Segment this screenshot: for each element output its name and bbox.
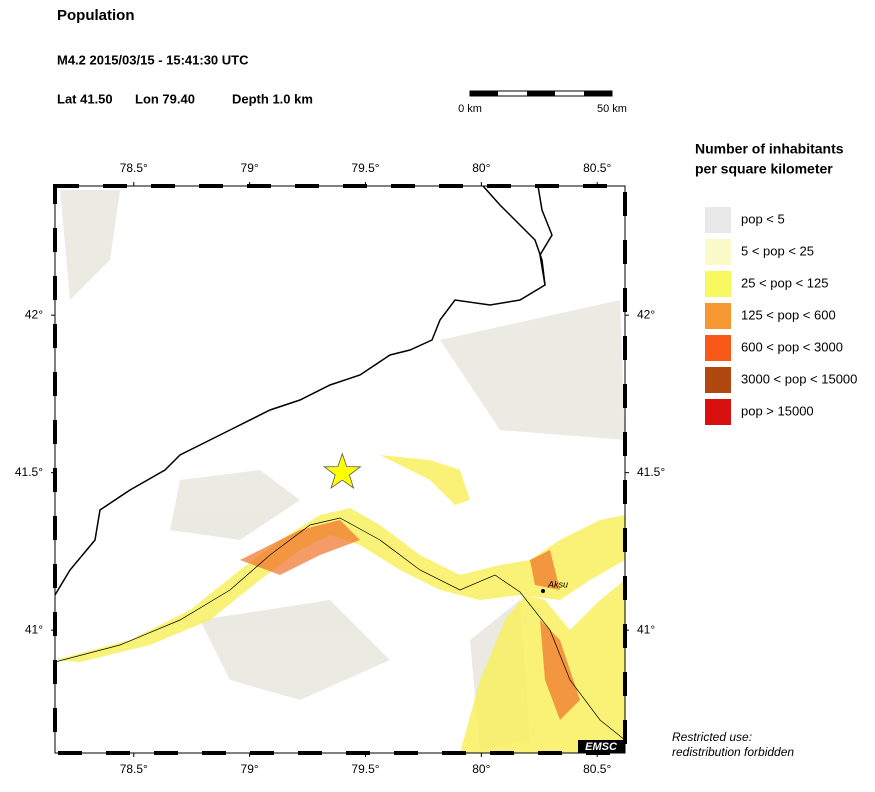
legend-swatch <box>705 207 731 233</box>
notice: Restricted use: <box>672 730 752 744</box>
legend-label: pop < 5 <box>741 211 785 226</box>
legend-label: 3000 < pop < 15000 <box>741 371 857 386</box>
legend-title: Number of inhabitants <box>695 141 844 157</box>
legend-swatch <box>705 367 731 393</box>
x-tick-label: 78.5° <box>120 161 148 175</box>
legend-title: per square kilometer <box>695 161 833 177</box>
x-tick-label: 80° <box>472 762 490 776</box>
legend-swatch <box>705 399 731 425</box>
scale-bar <box>469 90 613 97</box>
legend-label: 125 < pop < 600 <box>741 307 836 322</box>
x-tick-label: 79.5° <box>351 161 379 175</box>
x-tick-label: 79° <box>241 762 259 776</box>
y-tick-label: 41° <box>25 622 43 636</box>
y-tick-label: 41.5° <box>637 465 665 479</box>
credit: EMSC <box>585 741 618 753</box>
legend-label: pop > 15000 <box>741 403 814 418</box>
x-tick-label: 78.5° <box>120 762 148 776</box>
legend-label: 25 < pop < 125 <box>741 275 828 290</box>
x-tick-label: 80° <box>472 161 490 175</box>
legend-swatch <box>705 239 731 265</box>
x-tick-label: 80.5° <box>583 161 611 175</box>
depth: Depth 1.0 km <box>232 91 313 106</box>
legend-swatch <box>705 271 731 297</box>
title: Population <box>57 7 135 24</box>
lat: Lat 41.50 <box>57 91 113 106</box>
legend-label: 5 < pop < 25 <box>741 243 814 258</box>
event: M4.2 2015/03/15 - 15:41:30 UTC <box>57 52 249 67</box>
lon: Lon 79.40 <box>135 91 195 106</box>
x-tick-label: 79.5° <box>351 762 379 776</box>
scale-end: 50 km <box>597 103 627 115</box>
y-tick-label: 41° <box>637 622 655 636</box>
y-tick-label: 42° <box>637 307 655 321</box>
y-tick-label: 42° <box>25 307 43 321</box>
legend-swatch <box>705 303 731 329</box>
legend-swatch <box>705 335 731 361</box>
y-tick-label: 41.5° <box>15 465 43 479</box>
epicenter <box>323 452 362 490</box>
legend-label: 600 < pop < 3000 <box>741 339 843 354</box>
x-tick-label: 80.5° <box>583 762 611 776</box>
x-tick-label: 79° <box>241 161 259 175</box>
scale-start: 0 km <box>458 103 482 115</box>
city-label: Aksu <box>547 579 568 589</box>
notice: redistribution forbidden <box>672 745 794 759</box>
